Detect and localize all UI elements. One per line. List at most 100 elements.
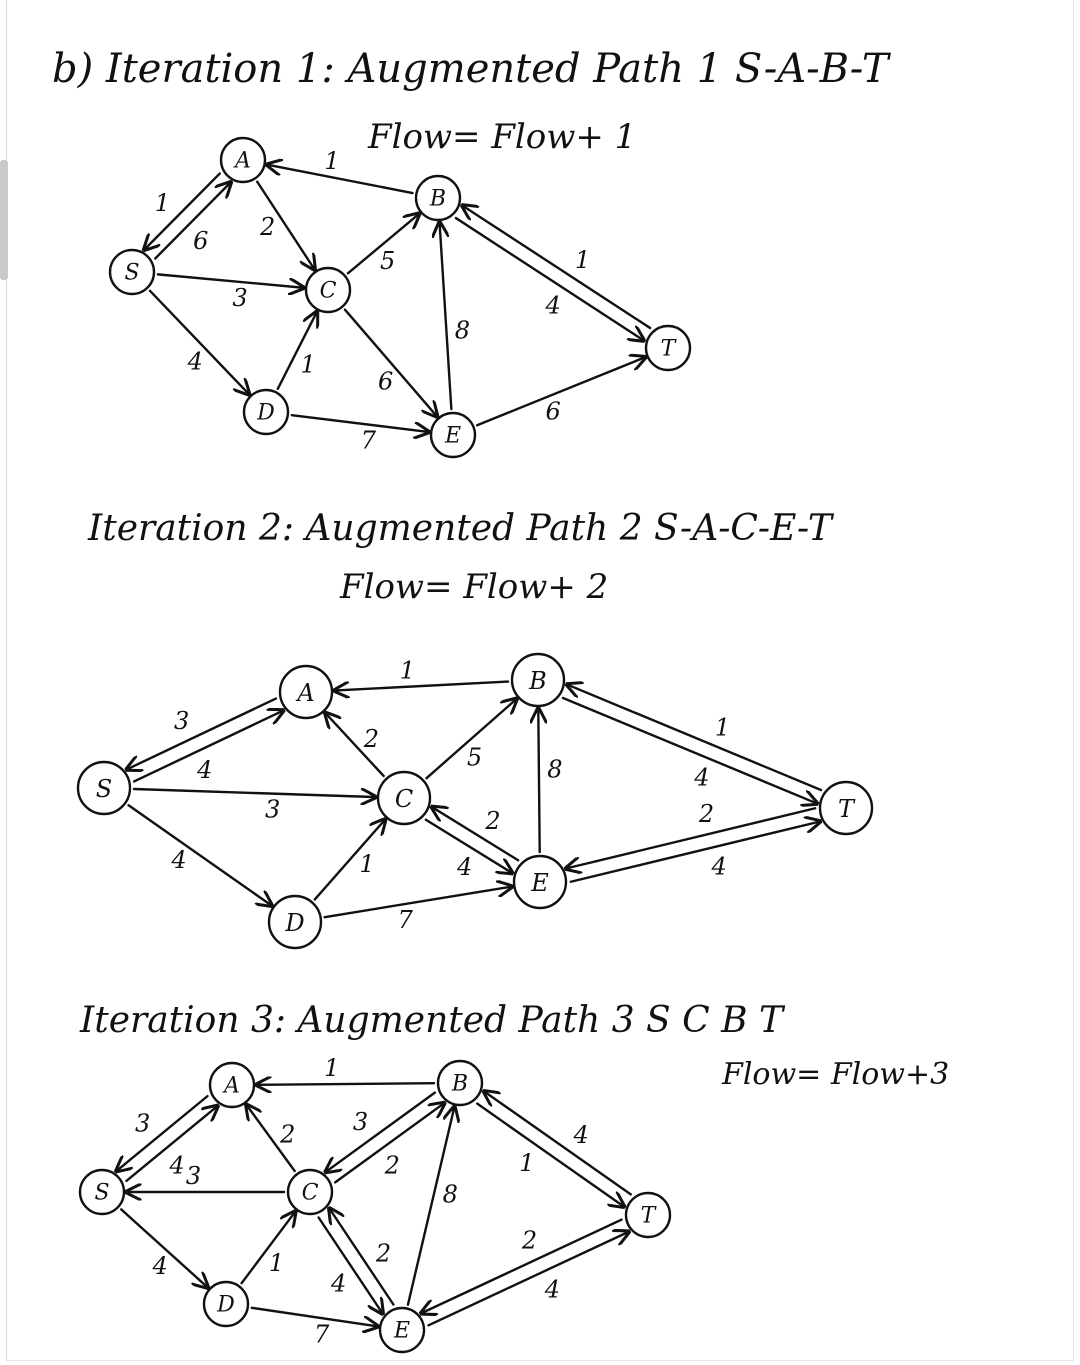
capacity-label-D-C: 1 <box>301 350 316 378</box>
edge-C-E <box>317 1216 382 1313</box>
node-T-circle <box>644 324 692 372</box>
side-scroll-tab[interactable] <box>0 160 8 280</box>
capacity-label-D-E: 7 <box>314 1320 330 1348</box>
capacity-label-D-E: 7 <box>361 427 377 455</box>
node-B-circle <box>436 1059 484 1107</box>
capacity-label-C-E: 6 <box>378 367 393 395</box>
capacity-label-C-B: 5 <box>467 743 482 771</box>
node-B-circle <box>510 652 566 708</box>
edge-E-B <box>440 224 453 411</box>
capacity-label-T-B: 1 <box>715 713 730 741</box>
capacity-label-A-S: 3 <box>135 1110 150 1138</box>
edge-D-E <box>323 887 511 919</box>
node-E-label: E <box>444 424 461 449</box>
node-T-circle <box>818 780 874 836</box>
edge-T-B <box>485 1092 632 1196</box>
capacity-label-B-T: 1 <box>519 1149 534 1177</box>
section-1-flow: Flow= Flow+ 1 <box>367 117 636 157</box>
capacity-label-T-B: 1 <box>575 246 590 274</box>
edge-S-A <box>132 711 282 783</box>
node-C-label: C <box>320 279 337 304</box>
section-2-flow: Flow= Flow+ 2 <box>339 567 608 607</box>
edge-A-C <box>256 180 314 268</box>
edge-A-S <box>128 697 278 769</box>
node-E-label: E <box>393 1319 410 1344</box>
capacity-label-E-B: 8 <box>443 1180 458 1208</box>
edge-T-B <box>568 685 823 792</box>
node-A-circle <box>278 664 334 720</box>
edge-B-A <box>258 1083 436 1085</box>
capacity-label-A-S: 3 <box>174 707 189 735</box>
node-T-label: T <box>838 795 856 823</box>
capacity-label-B-A: 1 <box>400 657 415 685</box>
edge-B-T <box>561 696 816 803</box>
node-C-label: C <box>302 1181 319 1206</box>
edge-D-C <box>313 821 384 901</box>
capacity-label-S-A: 4 <box>196 756 212 784</box>
capacity-label-C-S: 3 <box>186 1162 201 1190</box>
edge-D-E <box>250 1306 377 1326</box>
capacity-label-C-A: 2 <box>279 1120 295 1148</box>
node-E-label: E <box>530 869 549 897</box>
node-B-label: B <box>451 1072 468 1097</box>
node-S-label: S <box>96 775 112 803</box>
edge-A-S <box>118 1094 209 1170</box>
section-3-title: Iteration 3: Augmented Path 3 S C B T <box>79 1000 786 1041</box>
capacity-label-C-A: 2 <box>363 725 379 753</box>
capacity-label-E-C: 2 <box>375 1240 391 1268</box>
edge-C-E <box>343 308 436 416</box>
capacity-label-E-B: 8 <box>547 755 562 783</box>
edge-E-T <box>427 1232 628 1327</box>
capacity-label-B-T: 4 <box>693 763 709 791</box>
edge-E-B <box>406 1108 454 1306</box>
capacity-label-C-B: 5 <box>380 247 395 275</box>
capacity-label-A-C: 2 <box>259 213 275 241</box>
edge-D-E <box>290 413 427 432</box>
edge-S-A <box>125 1107 217 1183</box>
node-D-label: D <box>284 909 304 937</box>
edge-T-B <box>464 206 652 330</box>
capacity-label-S-D: 4 <box>151 1252 167 1280</box>
section-3-flow: Flow= Flow+3 <box>721 1057 949 1092</box>
capacity-label-B-C: 3 <box>353 1108 368 1136</box>
capacity-label-S-D: 4 <box>170 846 186 874</box>
edge-C-A <box>247 1106 296 1173</box>
capacity-label-S-A: 6 <box>193 227 208 255</box>
edge-B-A <box>336 680 510 691</box>
node-D-circle <box>202 1280 250 1328</box>
node-S-circle <box>78 1168 126 1216</box>
node-S-circle <box>108 248 156 296</box>
capacity-label-C-E: 4 <box>456 853 472 881</box>
edge-E-B <box>538 710 539 854</box>
node-D-label: D <box>256 401 275 426</box>
edge-C-B <box>346 215 418 275</box>
node-C-circle <box>286 1168 334 1216</box>
node-B-label: B <box>528 667 547 695</box>
edge-S-C <box>132 787 374 797</box>
capacity-label-B-A: 1 <box>324 147 339 175</box>
node-E-circle <box>429 411 477 459</box>
capacity-label-D-C: 1 <box>359 850 374 878</box>
capacity-label-B-T: 4 <box>545 291 561 319</box>
edge-T-E <box>568 807 817 868</box>
edge-B-T <box>476 1102 622 1206</box>
edge-S-D <box>120 1208 206 1286</box>
node-S-circle <box>76 760 132 816</box>
node-D-label: D <box>216 1293 235 1318</box>
capacity-label-C-E: 4 <box>330 1270 346 1298</box>
edge-S-D <box>148 289 248 393</box>
edge-B-T <box>454 216 642 340</box>
node-A-circle <box>208 1061 256 1109</box>
edge-S-D <box>127 804 271 905</box>
node-A-circle <box>219 136 267 184</box>
section-2-title: Iteration 2: Augmented Path 2 S-A-C-E-T <box>87 508 835 549</box>
capacity-label-S-A: 4 <box>168 1151 184 1179</box>
capacity-label-S-D: 4 <box>187 347 203 375</box>
edge-T-E <box>423 1218 623 1313</box>
node-D-circle <box>267 894 323 950</box>
edge-A-S <box>145 172 221 249</box>
edge-C-B <box>333 1104 443 1184</box>
